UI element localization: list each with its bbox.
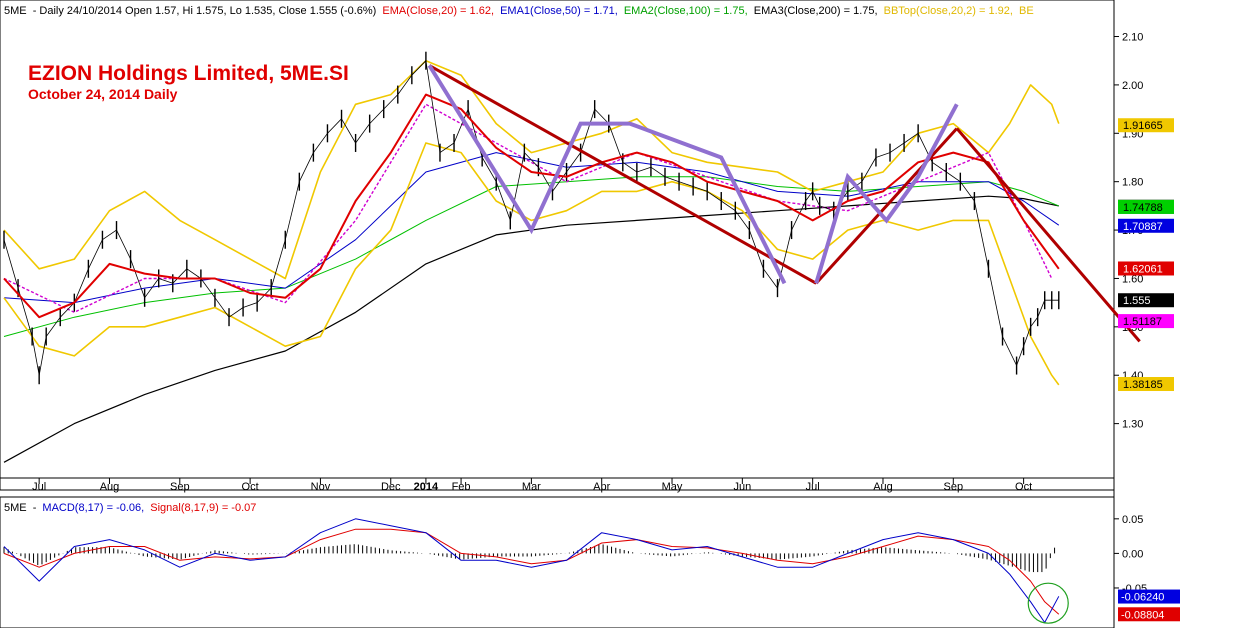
macd-header-signal: Signal(8,17,9) = -0.07 <box>150 502 256 514</box>
macd-header: 5ME - MACD(8,17) = -0.06, Signal(8,17,9)… <box>4 502 256 514</box>
price-plot <box>3 51 1141 463</box>
x-tick-label: Sep <box>944 481 964 493</box>
header-ema20: EMA(Close,20) = 1.62, <box>382 5 494 17</box>
value-badge-label: 1.555 <box>1123 295 1151 307</box>
y-tick-label: 2.10 <box>1122 32 1143 44</box>
x-tick-label: Aug <box>100 481 120 493</box>
series-line-bbbot <box>3 142 1060 386</box>
x-tick-label: Oct <box>1015 481 1032 493</box>
macd-plot <box>3 518 1069 624</box>
x-tick-label: Nov <box>311 481 331 493</box>
x-tick-label: Oct <box>242 481 259 493</box>
price-panel-frame <box>0 0 1115 491</box>
macd-value-badge-label: -0.08804 <box>1121 609 1164 621</box>
header-ohlc: - Daily 24/10/2014 Open 1.57, Hi 1.575, … <box>33 5 377 17</box>
pattern-line <box>427 64 787 285</box>
header-ema100: EMA2(Close,100) = 1.75, <box>624 5 748 17</box>
macd-y-tick-label: 0.00 <box>1122 548 1143 560</box>
series-line-ema200 <box>3 195 1059 463</box>
macd-value-badge <box>1118 607 1180 622</box>
x-tick-label: Feb <box>452 481 471 493</box>
value-badge-label: 1.62061 <box>1123 263 1163 275</box>
value-badge-label: 1.91665 <box>1123 120 1163 132</box>
trend-line <box>815 127 958 285</box>
series-line-ema20 <box>3 93 1060 319</box>
value-badge <box>1118 218 1174 233</box>
value-badge <box>1118 199 1174 214</box>
macd-header-macd: MACD(8,17) = -0.06, <box>42 502 144 514</box>
highlight-circle <box>1027 582 1069 624</box>
value-badge <box>1118 261 1174 276</box>
chart-title: EZION Holdings Limited, 5ME.SI <box>28 62 349 85</box>
value-badge-label: 1.74788 <box>1123 202 1163 214</box>
value-badge <box>1118 314 1174 329</box>
x-tick-label: May <box>662 481 683 493</box>
macd-y-tick-label: 0.05 <box>1122 514 1143 526</box>
x-tick-label: 2014 <box>414 481 439 493</box>
x-tick-label: Dec <box>381 481 401 493</box>
pattern-line <box>814 103 959 284</box>
x-tick-label: Sep <box>170 481 190 493</box>
macd-value-badge <box>1118 589 1180 604</box>
value-badge-label: 1.70887 <box>1123 221 1163 233</box>
trend-line <box>428 64 817 285</box>
x-tick-label: Mar <box>522 481 541 493</box>
value-badge <box>1118 377 1174 392</box>
x-tick-label: Apr <box>593 481 610 493</box>
y-tick-label: 1.30 <box>1122 419 1143 431</box>
x-tick-label: Aug <box>873 481 893 493</box>
header-ema200: EMA3(Close,200) = 1.75, <box>754 5 878 17</box>
y-tick-label: 2.00 <box>1122 80 1143 92</box>
header-ema50: EMA1(Close,50) = 1.71, <box>500 5 618 17</box>
x-tick-label: Jun <box>733 481 751 493</box>
value-badge <box>1118 118 1174 133</box>
header-bbtop: BBTop(Close,20,2) = 1.92, <box>884 5 1013 17</box>
chart-subtitle: October 24, 2014 Daily <box>28 86 178 102</box>
value-badge-label: 1.51187 <box>1123 316 1162 328</box>
axes: Jul Aug Sep Oct Nov Dec 2014 Feb Mar Apr May Jun Jul… <box>0 32 1180 622</box>
y-tick-label: 1.80 <box>1122 177 1143 189</box>
trend-line <box>955 127 1141 343</box>
y-tick-label: 1.60 <box>1122 273 1143 285</box>
header-bbtail: BE <box>1019 5 1034 17</box>
x-tick-label: Jul <box>32 481 46 493</box>
macd-value-badge-label: -0.06240 <box>1121 592 1164 604</box>
macd-header-symbol: 5ME <box>4 502 27 514</box>
value-badge <box>1118 293 1174 308</box>
series-line-macd <box>3 518 1060 623</box>
price-header: 5ME - Daily 24/10/2014 Open 1.57, Hi 1.5… <box>4 5 1034 17</box>
value-badge-label: 1.38185 <box>1123 379 1163 391</box>
header-symbol: 5ME <box>4 5 27 17</box>
x-tick-label: Jul <box>806 481 820 493</box>
